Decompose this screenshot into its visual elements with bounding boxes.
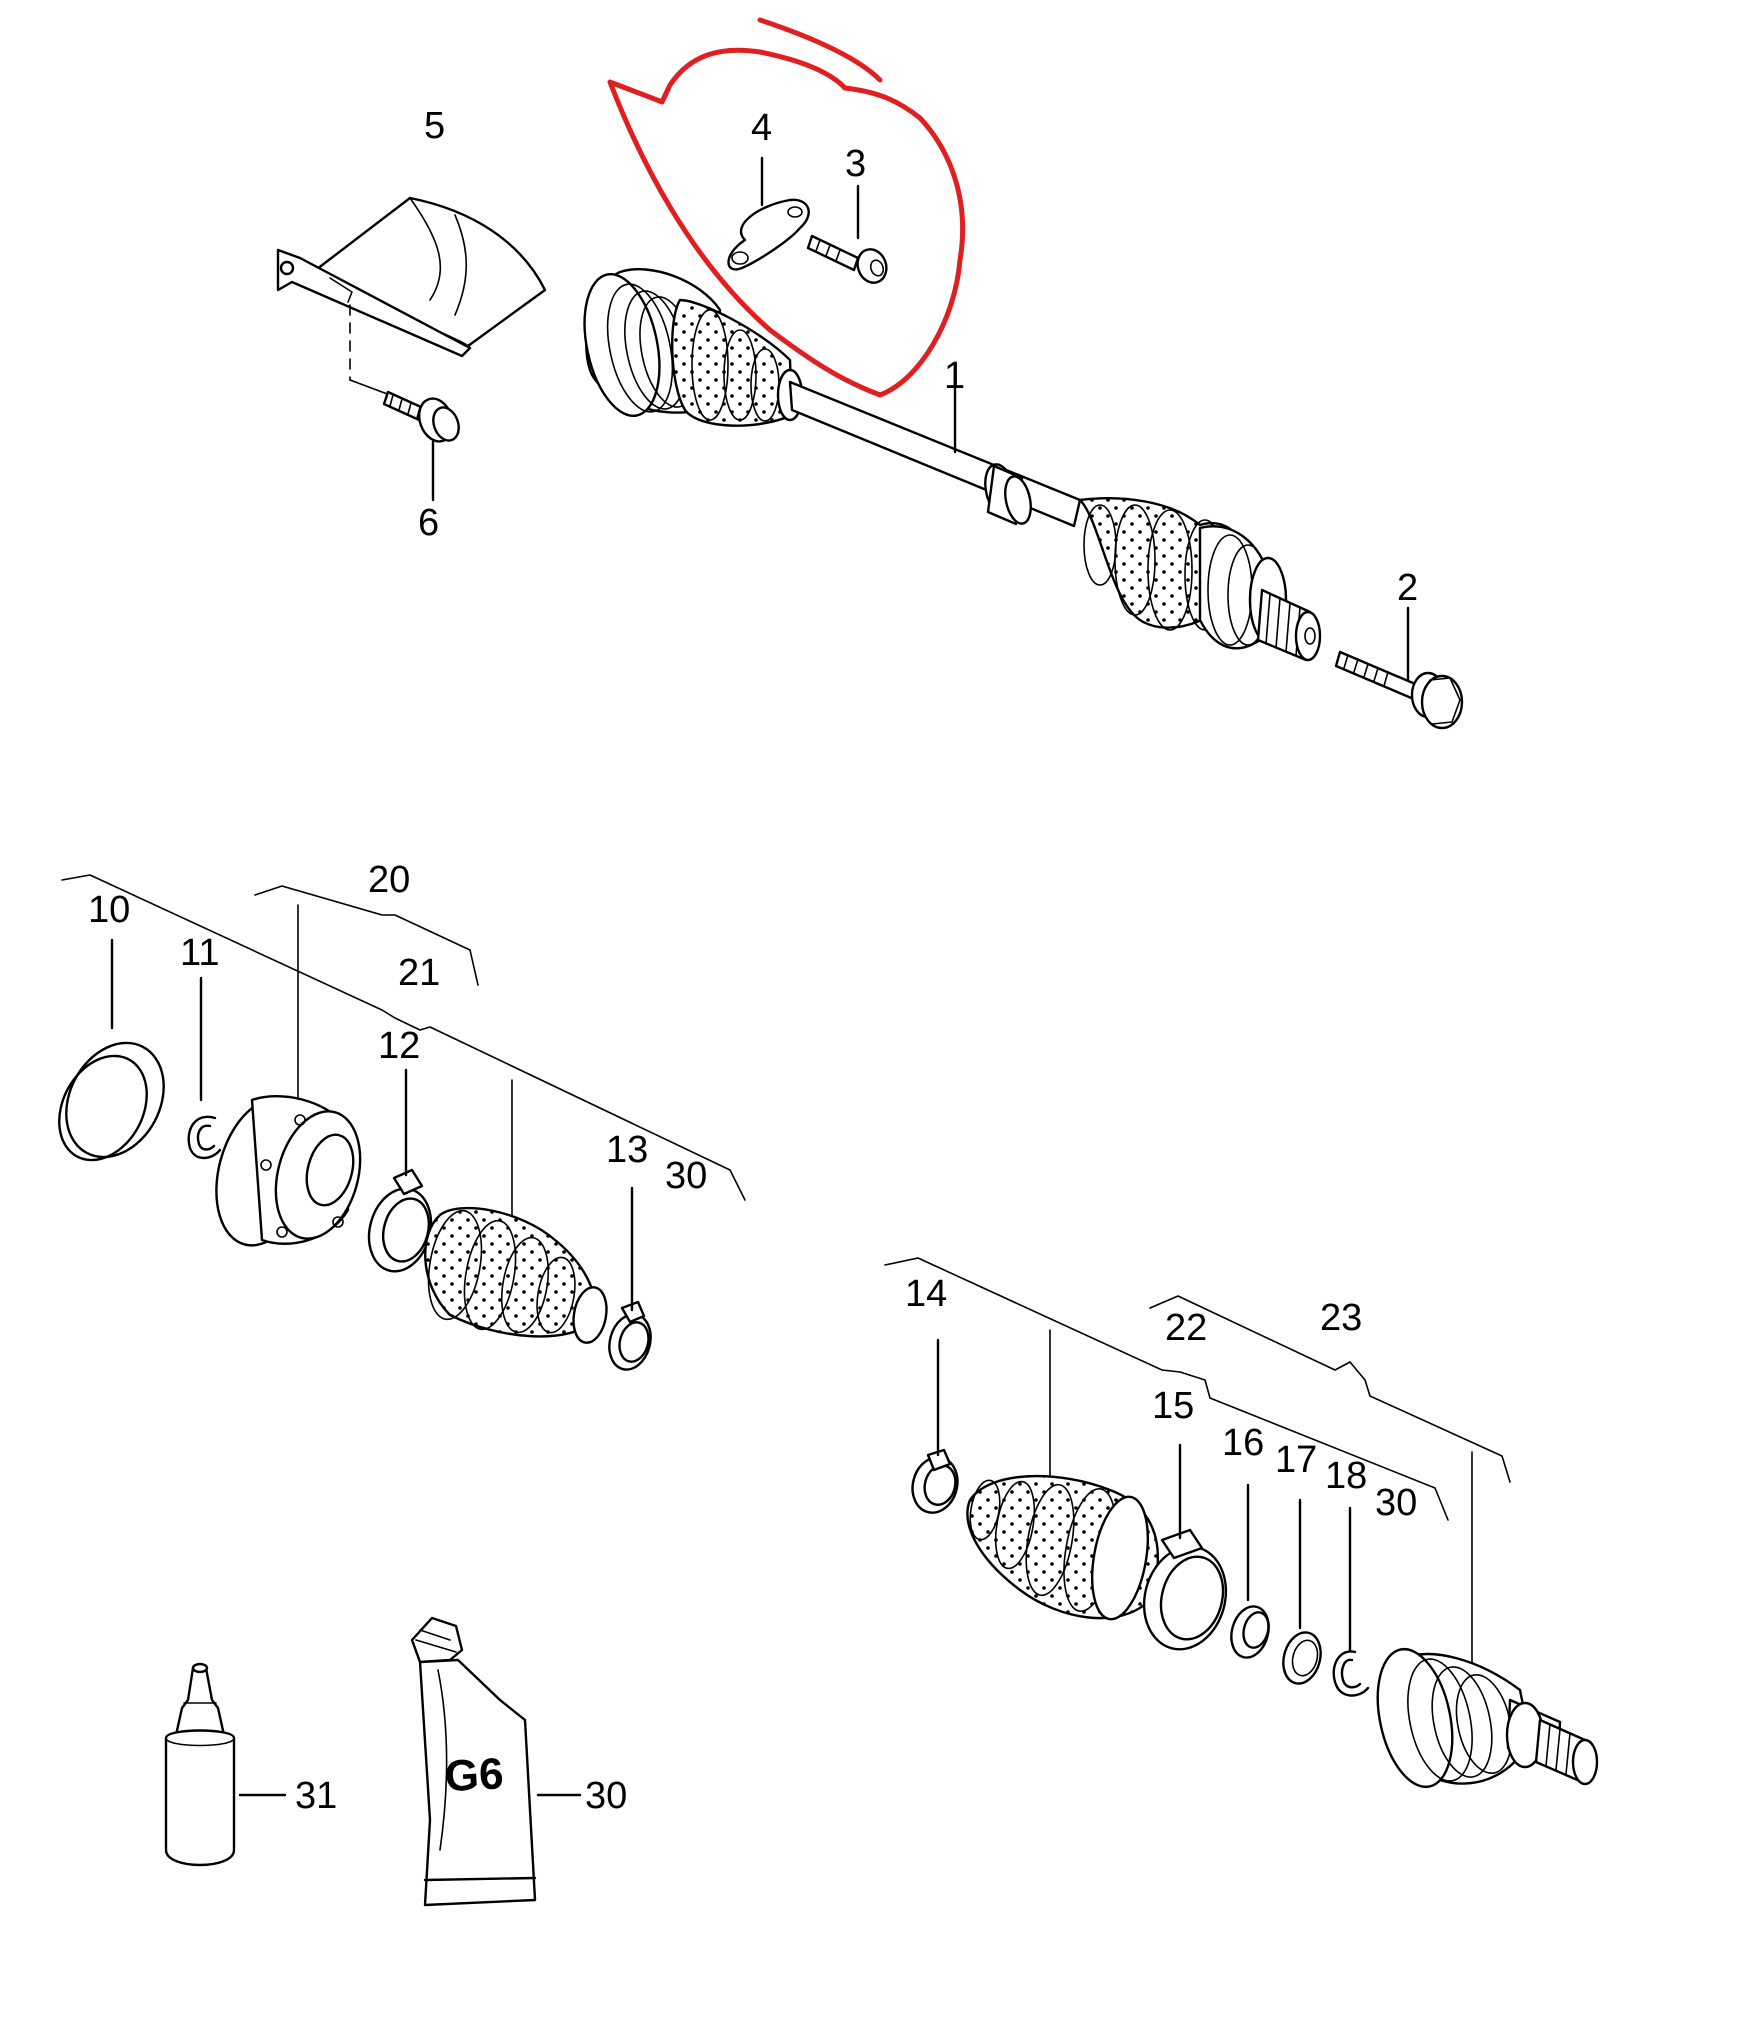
- callout-11: 11: [180, 932, 219, 974]
- callout-14: 14: [905, 1273, 947, 1315]
- callout-30-right-kit: 30: [1375, 1482, 1417, 1524]
- grease-tube-part-30: G6: [410, 1616, 582, 1907]
- callout-16: 16: [1222, 1422, 1264, 1464]
- callout-30-left-kit: 30: [665, 1155, 707, 1197]
- clamp-part-14: [911, 1338, 959, 1514]
- callout-21: 21: [398, 952, 440, 994]
- tube-label-text: G6: [444, 1749, 505, 1801]
- callout-22: 22: [1165, 1307, 1207, 1349]
- callout-4: 4: [751, 107, 772, 149]
- callout-labels: 1 2 3 4 5 6 10 11 12 13 14 15 16 17 18 2…: [88, 105, 1418, 1817]
- clamp-part-13: [608, 1186, 652, 1371]
- cv-joint-hub: [215, 1094, 362, 1247]
- cv-boot-right: [966, 1474, 1159, 1621]
- callout-6: 6: [418, 502, 439, 544]
- kit-bracket-lines: [61, 874, 746, 1219]
- clamp-part-15: [1142, 1443, 1228, 1651]
- circlip-part-11: [187, 976, 222, 1160]
- flange-bolt-part-6: [382, 390, 460, 502]
- kit-bracket-lines-right: [884, 1257, 1511, 1666]
- drive-shaft-part-1: [583, 268, 1322, 662]
- callout-23: 23: [1320, 1297, 1362, 1339]
- callout-31: 31: [295, 1775, 337, 1817]
- bolt-part-3: [806, 184, 888, 284]
- callout-18: 18: [1325, 1455, 1367, 1497]
- callout-17: 17: [1275, 1439, 1317, 1481]
- callout-2: 2: [1397, 567, 1418, 609]
- callout-3: 3: [845, 143, 866, 185]
- outer-joint-part-23: [1376, 1647, 1599, 1789]
- callout-12: 12: [378, 1025, 420, 1067]
- cv-boot-left: [424, 1206, 608, 1344]
- callout-13: 13: [606, 1129, 648, 1171]
- red-markup-circle: [607, 17, 966, 398]
- callout-20: 20: [368, 859, 410, 901]
- washer-plate-part-4: [727, 156, 810, 271]
- hex-bolt-part-2: [1334, 606, 1464, 730]
- callout-10: 10: [88, 889, 130, 931]
- ring-part-17: [1282, 1498, 1322, 1685]
- circlip-part-18: [1332, 1506, 1370, 1697]
- callout-1: 1: [944, 355, 965, 397]
- callout-5: 5: [424, 105, 445, 147]
- callout-30-tube: 30: [585, 1775, 627, 1817]
- heat-shield-part-5: [276, 196, 547, 396]
- sealant-bottle-part-31: [164, 1662, 287, 1867]
- ring-part-16: [1230, 1483, 1270, 1659]
- clamp-part-12: [367, 1068, 433, 1273]
- callout-15: 15: [1152, 1385, 1194, 1427]
- seal-ring-part-10: [58, 938, 165, 1162]
